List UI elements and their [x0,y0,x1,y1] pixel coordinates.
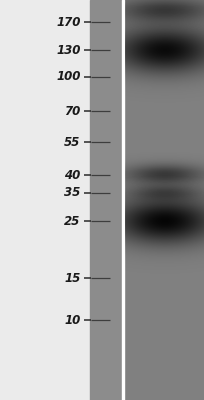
Text: 70: 70 [64,105,81,118]
Text: 25: 25 [64,215,81,228]
Bar [122,0,124,400]
Text: 55: 55 [64,136,81,148]
Text: 15: 15 [64,272,81,284]
Text: 170: 170 [56,16,81,28]
Bar [125,0,204,400]
Text: 130: 130 [56,44,81,56]
Text: 40: 40 [64,169,81,182]
Text: 100: 100 [56,70,81,83]
Bar [90,0,121,400]
Text: 10: 10 [64,314,81,326]
Text: 35: 35 [64,186,81,199]
